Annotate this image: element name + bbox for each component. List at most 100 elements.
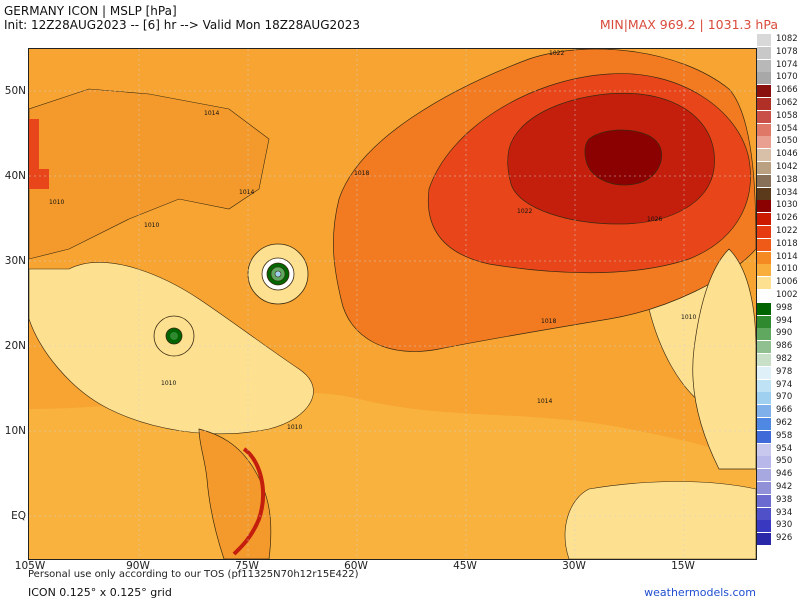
colorbar-label: 1050 <box>776 136 798 147</box>
colorbar-label: 974 <box>776 379 793 390</box>
colorbar-label: 1042 <box>776 162 798 172</box>
lon-label-30w: 30W <box>562 560 586 572</box>
lon-label-45w: 45W <box>453 560 477 572</box>
colorbar-swatch <box>757 187 771 200</box>
colorbar-swatch <box>757 226 771 238</box>
colorbar-swatch <box>757 430 771 443</box>
lon-label-75w: 75W <box>235 560 259 572</box>
contour-label: 1014 <box>537 398 552 405</box>
colorbar-label: 1082 <box>776 34 798 44</box>
map-title: GERMANY ICON | MSLP [hPa] <box>4 4 177 18</box>
contour-label: 1018 <box>354 170 369 177</box>
colorbar-label: 1002 <box>776 290 798 300</box>
colorbar-swatch <box>757 34 771 46</box>
colorbar-label: 1038 <box>776 174 798 185</box>
colorbar-label: 1030 <box>776 200 798 211</box>
colorbar-label: 986 <box>776 341 793 352</box>
colorbar-label: 954 <box>776 443 793 454</box>
pressure-field-south-1010 <box>564 481 756 559</box>
colorbar-swatch <box>757 507 771 520</box>
graticule <box>29 49 756 559</box>
west-edge-high <box>29 119 39 189</box>
colorbar-swatch <box>757 315 771 328</box>
tos-notice: Personal use only according to our TOS (… <box>28 569 359 580</box>
contour-label: 1014 <box>204 110 219 117</box>
north-america-land <box>29 88 270 260</box>
colorbar-label: 946 <box>776 469 793 480</box>
colorbar-label: 1034 <box>776 187 798 198</box>
colorbar-swatch <box>757 98 771 110</box>
lon-label-90w: 90W <box>126 560 150 572</box>
lon-label-105w: 105W <box>14 560 46 572</box>
south-america-land <box>198 428 272 559</box>
colorbar-label: 1026 <box>776 213 798 224</box>
low-center-970 <box>274 270 282 278</box>
lat-label-30n: 30N <box>4 255 26 267</box>
contour-label: 1018 <box>541 318 556 325</box>
colorbar-swatch <box>757 456 771 469</box>
lon-label-60w: 60W <box>344 560 368 572</box>
colorbar-swatch <box>757 277 771 290</box>
colorbar-label: 994 <box>776 315 793 326</box>
lat-label-eq: EQ <box>11 510 26 522</box>
colorbar-label: 926 <box>776 533 793 544</box>
colorbar-swatch <box>757 366 771 379</box>
colorbar-label: 938 <box>776 494 793 505</box>
colorbar-swatch <box>757 354 771 366</box>
colorbar-swatch <box>757 59 771 72</box>
colorbar-label: 962 <box>776 418 793 428</box>
contour-label: 1010 <box>144 222 159 229</box>
colorbar-label: 950 <box>776 456 793 467</box>
colorbar-swatch <box>757 162 771 174</box>
colorbar-label: 1074 <box>776 59 798 70</box>
colorbar-swatch <box>757 533 771 546</box>
contour-label: 1010 <box>681 314 696 321</box>
colorbar-label: 1066 <box>776 85 798 96</box>
colorbar-label: 990 <box>776 328 793 339</box>
colorbar-swatch <box>757 520 771 533</box>
high-core-1030 <box>584 129 663 186</box>
init-valid-time: Init: 12Z28AUG2023 -- [6] hr --> Valid M… <box>4 18 361 32</box>
colorbar-label: 1058 <box>776 110 798 121</box>
lon-label-15w: 15W <box>671 560 695 572</box>
colorbar-label: 978 <box>776 366 793 377</box>
colorbar-swatch <box>757 110 771 123</box>
colorbar-label: 1022 <box>776 226 798 236</box>
colorbar-label: 958 <box>776 430 793 441</box>
site-link[interactable]: weathermodels.com <box>644 586 756 599</box>
contour-label: 1010 <box>161 380 176 387</box>
colorbar-label: 1054 <box>776 123 798 134</box>
colorbar-label: 942 <box>776 482 793 492</box>
andes-high <box>232 447 266 556</box>
colorbar-label: 934 <box>776 507 793 518</box>
lat-label-20n: 20N <box>4 340 26 352</box>
colorbar-label: 970 <box>776 392 793 403</box>
model-grid-label: ICON 0.125° x 0.125° grid <box>28 586 172 599</box>
colorbar-label: 982 <box>776 354 793 364</box>
colorbar-swatch <box>757 469 771 482</box>
colorbar-swatch <box>757 46 771 59</box>
colorbar-swatch <box>757 264 771 277</box>
africa-land <box>692 248 756 470</box>
colorbar-swatch <box>757 341 771 354</box>
colorbar-label: 1010 <box>776 264 798 275</box>
colorbar-swatch <box>757 123 771 136</box>
colorbar-label: 1006 <box>776 277 798 288</box>
colorbar-swatch <box>757 418 771 430</box>
colorbar-label: 998 <box>776 302 793 313</box>
contour-label: 1014 <box>239 189 254 196</box>
colorbar-swatch <box>757 443 771 456</box>
lat-label-10n: 10N <box>4 425 26 437</box>
colorbar-swatch <box>757 379 771 392</box>
colorbar-swatch <box>757 328 771 341</box>
colorbar-label: 966 <box>776 405 793 416</box>
colorbar-label: 1014 <box>776 251 798 262</box>
colorbar-swatch <box>757 238 771 251</box>
colorbar-swatch <box>757 174 771 187</box>
colorbar-swatch <box>757 405 771 418</box>
contour-label: 1026 <box>647 216 662 223</box>
colorbar-swatch <box>757 302 771 315</box>
colorbar-label: 1078 <box>776 46 798 57</box>
low2-center <box>170 332 178 340</box>
colorbar-label: 1062 <box>776 98 798 108</box>
